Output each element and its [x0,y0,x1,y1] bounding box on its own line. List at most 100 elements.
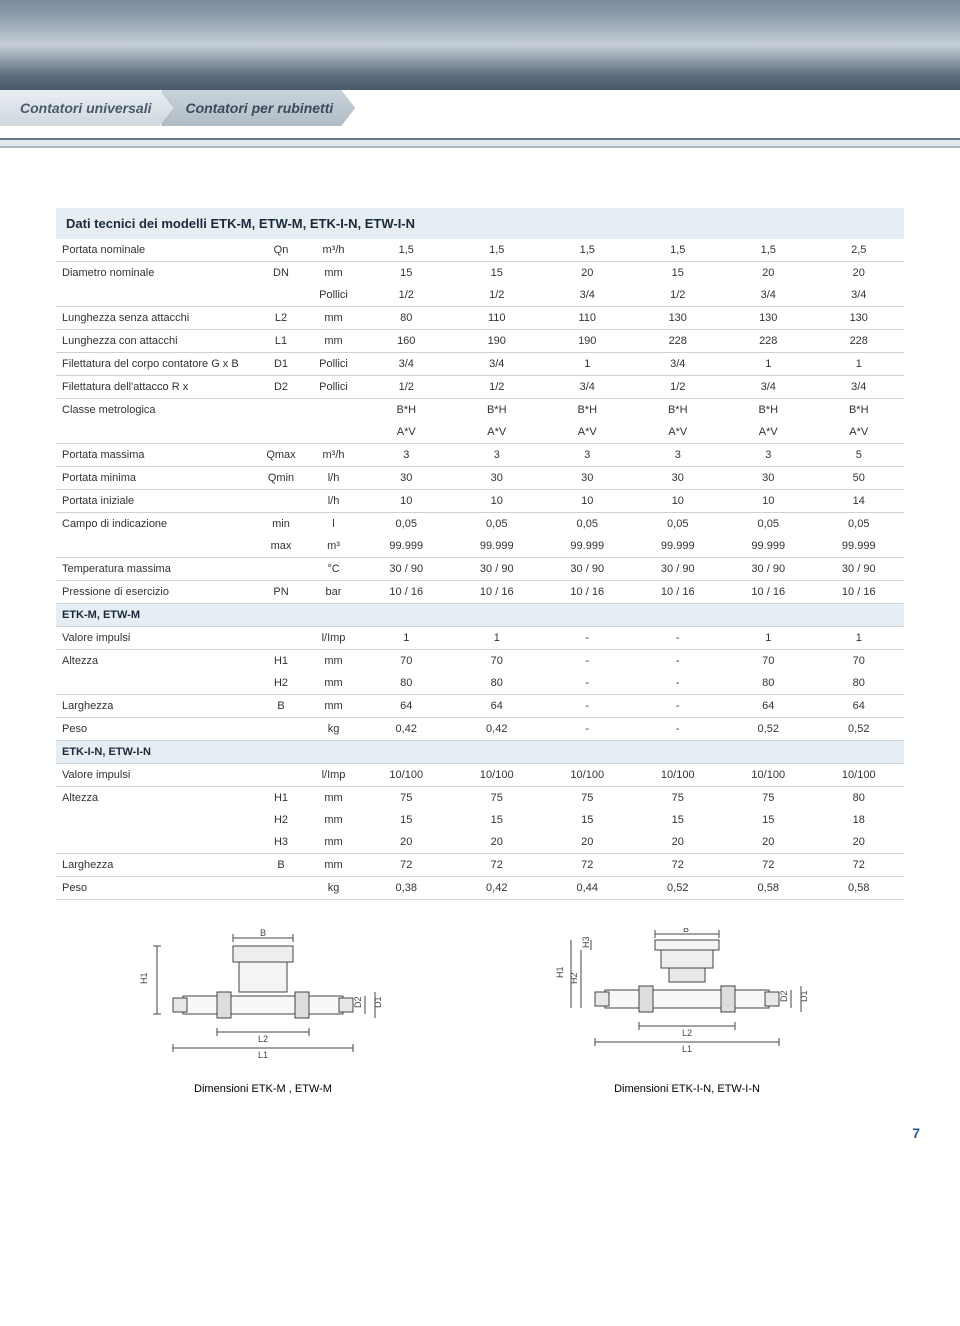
row-symbol: H2 [256,809,306,831]
diagram-2: B H1 H2 H3 D2 D1 L2 L1 Dimensioni ETK-I-… [527,928,847,1095]
row-value: 0,52 [814,718,905,741]
row-value: 3/4 [814,376,905,399]
row-value: 72 [542,854,633,877]
row-value: 80 [361,307,452,330]
row-value: 10/100 [361,764,452,787]
row-value: 30 / 90 [542,558,633,581]
row-value: 0,05 [633,513,724,536]
row-symbol: H1 [256,650,306,673]
row-value: 20 [723,262,814,285]
spec-table: Portata nominaleQnm³/h1,51,51,51,51,52,5… [56,239,904,900]
diagram-1-svg: B H1 D2 D1 L2 L1 [113,928,413,1068]
row-value: - [542,672,633,695]
row-value: 50 [814,467,905,490]
row-value: - [633,627,724,650]
row-symbol: H3 [256,831,306,854]
row-symbol [256,718,306,741]
row-label: Lunghezza senza attacchi [56,307,256,330]
row-value: 15 [452,809,543,831]
table-row: Pesokg0,380,420,440,520,580,58 [56,877,904,900]
row-value: 80 [361,672,452,695]
row-unit: Pollici [306,376,361,399]
row-value: - [633,650,724,673]
page-number: 7 [0,1115,960,1151]
row-value: 3/4 [542,284,633,307]
table-row: Portata minimaQminl/h303030303050 [56,467,904,490]
row-value: 15 [633,262,724,285]
row-value: 0,58 [723,877,814,900]
row-label: Filettatura del corpo contatore G x B [56,353,256,376]
row-label: Classe metrologica [56,399,256,422]
row-value: 15 [542,809,633,831]
row-unit [306,421,361,444]
row-value: 110 [452,307,543,330]
diag2-label-l1: L1 [682,1044,692,1054]
row-label [56,421,256,444]
row-label: Pressione di esercizio [56,581,256,604]
row-label: Diametro nominale [56,262,256,285]
row-value: 190 [452,330,543,353]
row-value: A*V [452,421,543,444]
diag2-label-b: B [683,928,689,934]
row-value: 10 / 16 [633,581,724,604]
row-value: 20 [633,831,724,854]
row-label: Altezza [56,650,256,673]
divider-strip [0,138,960,148]
table-row: Temperatura massima°C30 / 9030 / 9030 / … [56,558,904,581]
row-value: A*V [542,421,633,444]
row-value: 228 [723,330,814,353]
row-value: 130 [814,307,905,330]
row-label [56,535,256,558]
row-value: - [542,695,633,718]
top-banner [0,0,960,90]
row-value: 3/4 [542,376,633,399]
row-value: 1/2 [633,376,724,399]
table-row: H2mm8080--8080 [56,672,904,695]
table-row: Valore impulsil/Imp10/10010/10010/10010/… [56,764,904,787]
row-label [56,284,256,307]
row-value: 1,5 [452,239,543,262]
breadcrumb-row: Contatori universali Contatori per rubin… [0,90,960,126]
row-value: - [542,718,633,741]
row-value: 80 [814,672,905,695]
row-value: 10 / 16 [361,581,452,604]
row-value: 10 [542,490,633,513]
row-symbol: max [256,535,306,558]
row-value: 0,52 [633,877,724,900]
diag2-label-d1: D1 [799,990,809,1002]
row-value: 20 [542,262,633,285]
diagram-1: B H1 D2 D1 L2 L1 Dimensioni ETK-M , ETW-… [113,928,413,1095]
row-value: 1/2 [361,284,452,307]
row-value: 1,5 [723,239,814,262]
row-label: Filettatura dell'attacco R x [56,376,256,399]
row-value: 3 [723,444,814,467]
breadcrumb-item-2: Contatori per rubinetti [161,90,355,126]
diag-label-b: B [260,928,266,938]
row-value: 2,5 [814,239,905,262]
row-value: 3/4 [633,353,724,376]
row-unit: kg [306,718,361,741]
row-value: 75 [633,787,724,810]
row-value: B*H [361,399,452,422]
row-label: Campo di indicazione [56,513,256,536]
diag2-label-h1: H1 [555,966,565,978]
row-unit: l [306,513,361,536]
row-value: 130 [633,307,724,330]
row-value: 15 [452,262,543,285]
row-value: 1 [723,353,814,376]
row-label [56,809,256,831]
row-value: - [542,650,633,673]
row-value: 72 [633,854,724,877]
row-value: 72 [452,854,543,877]
row-value: 30 [723,467,814,490]
content: Dati tecnici dei modelli ETK-M, ETW-M, E… [0,148,960,1115]
row-unit [306,399,361,422]
row-unit: mm [306,695,361,718]
row-unit: l/h [306,490,361,513]
diagram-1-caption: Dimensioni ETK-M , ETW-M [113,1083,413,1095]
row-value: 30 / 90 [814,558,905,581]
row-value: 0,42 [452,877,543,900]
diag-label-l2: L2 [258,1034,268,1044]
row-unit: kg [306,877,361,900]
row-label: Portata minima [56,467,256,490]
